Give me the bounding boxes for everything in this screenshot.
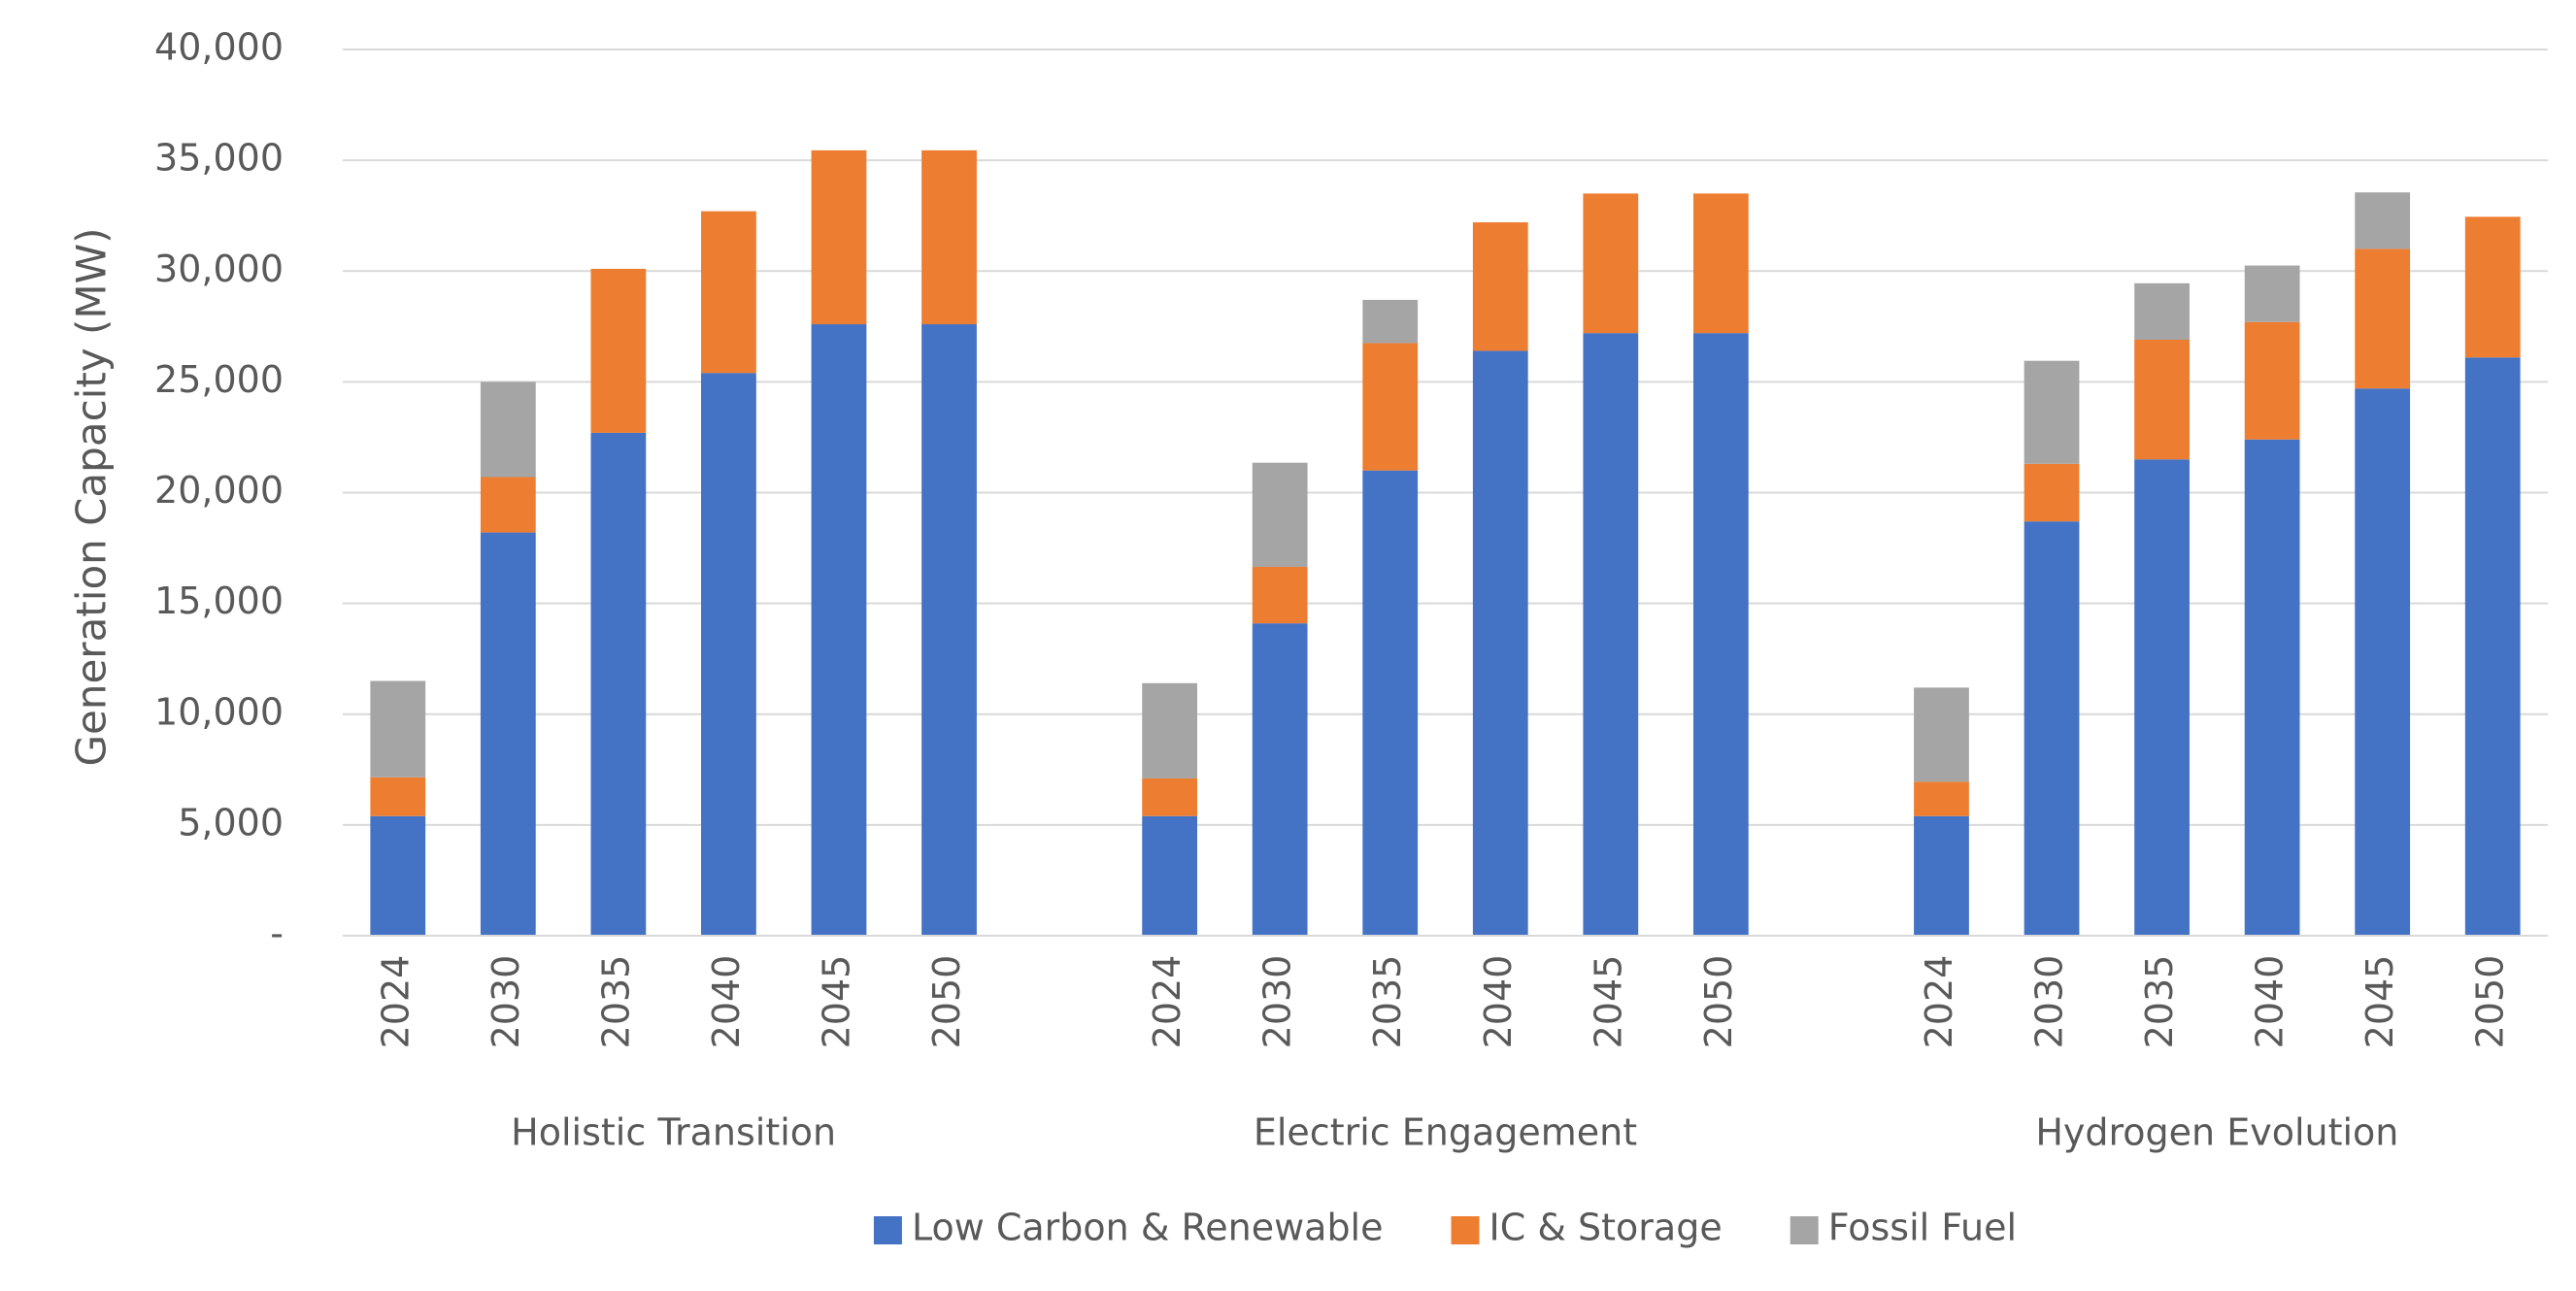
group-label: Hydrogen Evolution xyxy=(2035,1111,2398,1154)
bar-segment xyxy=(2134,459,2190,936)
bar-segment xyxy=(480,532,536,936)
bar-segment xyxy=(2024,521,2080,936)
bar-segment xyxy=(1252,566,1308,624)
bar-segment xyxy=(1914,815,1969,936)
bar-segment xyxy=(1472,350,1528,936)
y-tick-label: 5,000 xyxy=(178,801,284,844)
y-tick-label: 10,000 xyxy=(154,690,284,733)
x-tick-label: 2024 xyxy=(1146,955,1188,1049)
bar-segment xyxy=(921,149,977,325)
y-tick-label: 40,000 xyxy=(154,26,284,69)
bar-segment xyxy=(1142,815,1198,936)
y-tick-label: 25,000 xyxy=(154,358,284,401)
bar-segment xyxy=(1583,193,1639,334)
bar-segment xyxy=(921,324,977,936)
bar-segment xyxy=(2134,282,2190,341)
x-tick-label: 2040 xyxy=(1477,955,1520,1049)
bar-segment xyxy=(1692,193,1749,334)
y-tick-label: - xyxy=(270,912,284,955)
x-tick-label: 2030 xyxy=(1256,955,1299,1049)
bar-segment xyxy=(2355,248,2411,389)
bar-segment xyxy=(2024,463,2080,522)
legend-swatch xyxy=(873,1216,902,1244)
bar-segment xyxy=(1362,299,1419,344)
bar-segment xyxy=(1362,470,1419,936)
bar-segment xyxy=(2244,321,2300,440)
y-axis-title: Generation Capacity (MW) xyxy=(68,227,116,766)
group-label: Electric Engagement xyxy=(1254,1111,1637,1154)
x-tick-label: 2024 xyxy=(374,955,417,1049)
x-tick-label: 2045 xyxy=(2359,955,2401,1049)
y-tick-label: 35,000 xyxy=(154,137,284,180)
x-tick-label: 2040 xyxy=(2249,955,2292,1049)
x-tick-label: 2035 xyxy=(594,955,637,1049)
x-tick-label: 2050 xyxy=(925,955,968,1049)
legend-label: IC & Storage xyxy=(1489,1207,1723,1249)
bar-segment xyxy=(1583,333,1639,936)
bar-segment xyxy=(2464,216,2521,358)
bar-segment xyxy=(2024,360,2080,464)
legend-swatch xyxy=(1451,1216,1480,1244)
bar-segment xyxy=(370,777,426,816)
bar-segment xyxy=(1472,222,1528,351)
bar-segment xyxy=(1142,682,1198,778)
bar-segment xyxy=(2134,340,2190,460)
x-tick-label: 2035 xyxy=(2138,955,2181,1049)
bar-segment xyxy=(480,477,536,533)
x-tick-label: 2035 xyxy=(1366,955,1409,1049)
y-tick-label: 20,000 xyxy=(154,469,284,512)
x-tick-label: 2030 xyxy=(485,955,527,1049)
bar-segment xyxy=(811,324,867,936)
legend-swatch xyxy=(1790,1216,1819,1244)
x-tick-label: 2024 xyxy=(1918,955,1960,1049)
bar-segment xyxy=(370,815,426,936)
bar-segment xyxy=(701,211,756,374)
bar-segment xyxy=(811,149,867,325)
bar-segment xyxy=(480,381,536,478)
bar-segment xyxy=(2464,357,2521,937)
bar-segment xyxy=(701,373,756,936)
bar-segment xyxy=(1142,778,1198,816)
bar-segment xyxy=(2355,192,2411,249)
x-tick-label: 2050 xyxy=(1697,955,1740,1049)
bar-segment xyxy=(1362,343,1419,471)
bar-segment xyxy=(1914,687,1969,782)
x-tick-label: 2050 xyxy=(2469,955,2512,1049)
bar-segment xyxy=(1692,333,1749,936)
legend-label: Low Carbon & Renewable xyxy=(912,1207,1384,1249)
x-tick-label: 2045 xyxy=(815,955,857,1049)
group-label: Holistic Transition xyxy=(511,1111,836,1154)
legend-label: Fossil Fuel xyxy=(1828,1207,2017,1249)
bar-segment xyxy=(370,680,426,778)
bar-segment xyxy=(590,268,647,433)
bar-segment xyxy=(2244,439,2300,936)
bar-segment xyxy=(2355,388,2411,936)
bar-segment xyxy=(1252,623,1308,936)
bar-segment xyxy=(2244,265,2300,322)
y-tick-label: 30,000 xyxy=(154,248,284,290)
x-tick-label: 2030 xyxy=(2028,955,2071,1049)
bar-segment xyxy=(590,432,647,936)
bar-segment xyxy=(1252,462,1308,567)
bar-segment xyxy=(1914,781,1969,816)
y-tick-label: 15,000 xyxy=(154,579,284,622)
x-tick-label: 2040 xyxy=(705,955,748,1049)
x-tick-label: 2045 xyxy=(1587,955,1629,1049)
